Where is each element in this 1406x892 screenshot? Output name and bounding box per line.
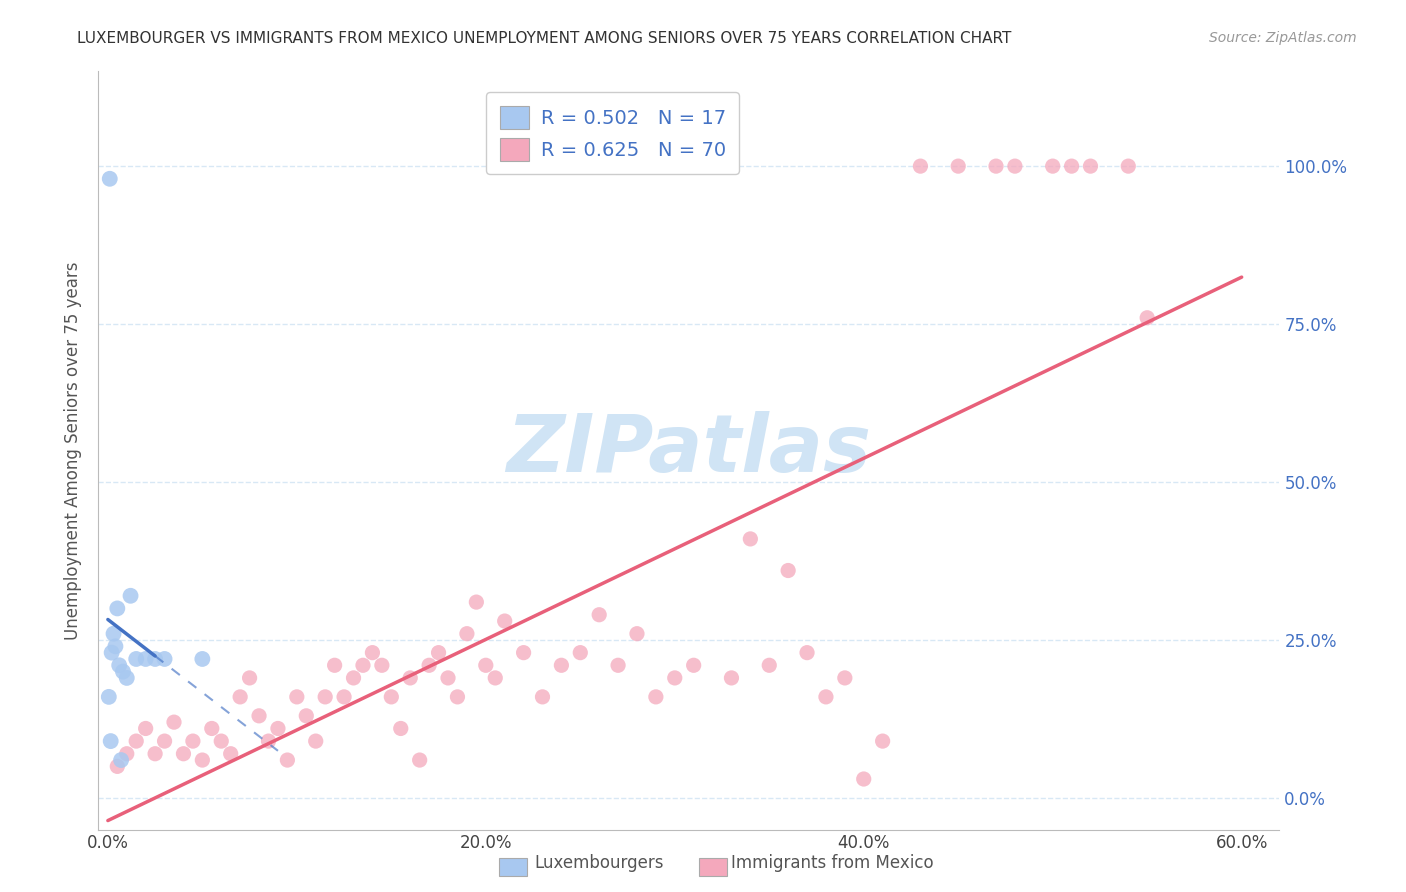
- Point: [323, 658, 346, 673]
- Point: [475, 658, 498, 673]
- Point: [209, 734, 232, 748]
- Point: [115, 747, 138, 761]
- Point: [758, 658, 780, 673]
- Point: [172, 747, 194, 761]
- Legend: R = 0.502   N = 17, R = 0.625   N = 70: R = 0.502 N = 17, R = 0.625 N = 70: [486, 93, 740, 174]
- Point: [814, 690, 837, 704]
- Point: [120, 589, 142, 603]
- Point: [305, 734, 328, 748]
- Point: [257, 734, 280, 748]
- Point: [465, 595, 488, 609]
- Point: [872, 734, 894, 748]
- Point: [105, 759, 128, 773]
- Point: [607, 658, 630, 673]
- Point: [276, 753, 298, 767]
- Point: [239, 671, 262, 685]
- Point: [984, 159, 1007, 173]
- Point: [588, 607, 610, 622]
- Point: [98, 171, 121, 186]
- Point: [910, 159, 932, 173]
- Point: [110, 753, 132, 767]
- Point: [484, 671, 506, 685]
- Point: [512, 646, 534, 660]
- Point: [626, 626, 648, 640]
- Point: [399, 671, 422, 685]
- Text: Luxembourgers: Luxembourgers: [534, 855, 664, 872]
- Point: [201, 722, 224, 736]
- Point: [531, 690, 554, 704]
- Point: [97, 690, 120, 704]
- Point: [380, 690, 402, 704]
- Point: [720, 671, 742, 685]
- Point: [361, 646, 384, 660]
- Point: [100, 646, 122, 660]
- Point: [135, 652, 157, 666]
- Point: [100, 734, 122, 748]
- Point: [153, 652, 176, 666]
- Point: [494, 614, 516, 628]
- Point: [111, 665, 134, 679]
- Point: [314, 690, 336, 704]
- Point: [191, 753, 214, 767]
- Point: [408, 753, 430, 767]
- Point: [1116, 159, 1139, 173]
- Point: [191, 652, 214, 666]
- Point: [682, 658, 704, 673]
- Point: [143, 652, 166, 666]
- Point: [1042, 159, 1064, 173]
- Point: [1060, 159, 1083, 173]
- Point: [778, 564, 800, 578]
- Point: [418, 658, 440, 673]
- Point: [569, 646, 592, 660]
- Point: [105, 601, 128, 615]
- Point: [219, 747, 242, 761]
- Point: [371, 658, 394, 673]
- Point: [948, 159, 970, 173]
- Text: LUXEMBOURGER VS IMMIGRANTS FROM MEXICO UNEMPLOYMENT AMONG SENIORS OVER 75 YEARS : LUXEMBOURGER VS IMMIGRANTS FROM MEXICO U…: [77, 31, 1012, 46]
- Point: [125, 652, 148, 666]
- Point: [740, 532, 762, 546]
- Point: [229, 690, 252, 704]
- Point: [103, 626, 125, 640]
- Text: Immigrants from Mexico: Immigrants from Mexico: [731, 855, 934, 872]
- Point: [389, 722, 412, 736]
- Point: [1136, 310, 1159, 325]
- Point: [104, 640, 127, 654]
- Point: [108, 658, 131, 673]
- Point: [796, 646, 818, 660]
- Point: [153, 734, 176, 748]
- Y-axis label: Unemployment Among Seniors over 75 years: Unemployment Among Seniors over 75 years: [63, 261, 82, 640]
- Point: [644, 690, 666, 704]
- Point: [181, 734, 204, 748]
- Point: [115, 671, 138, 685]
- Point: [163, 715, 186, 730]
- Text: Source: ZipAtlas.com: Source: ZipAtlas.com: [1209, 31, 1357, 45]
- Point: [446, 690, 468, 704]
- Point: [143, 747, 166, 761]
- Point: [285, 690, 308, 704]
- Point: [342, 671, 364, 685]
- Point: [1080, 159, 1102, 173]
- Text: ZIPatlas: ZIPatlas: [506, 411, 872, 490]
- Point: [456, 626, 478, 640]
- Bar: [699, 858, 727, 876]
- Point: [247, 708, 270, 723]
- Point: [834, 671, 856, 685]
- Point: [437, 671, 460, 685]
- Point: [427, 646, 450, 660]
- Bar: [499, 858, 527, 876]
- Point: [125, 734, 148, 748]
- Point: [135, 722, 157, 736]
- Point: [333, 690, 356, 704]
- Point: [550, 658, 572, 673]
- Point: [664, 671, 686, 685]
- Point: [295, 708, 318, 723]
- Point: [352, 658, 374, 673]
- Point: [852, 772, 875, 786]
- Point: [267, 722, 290, 736]
- Point: [1004, 159, 1026, 173]
